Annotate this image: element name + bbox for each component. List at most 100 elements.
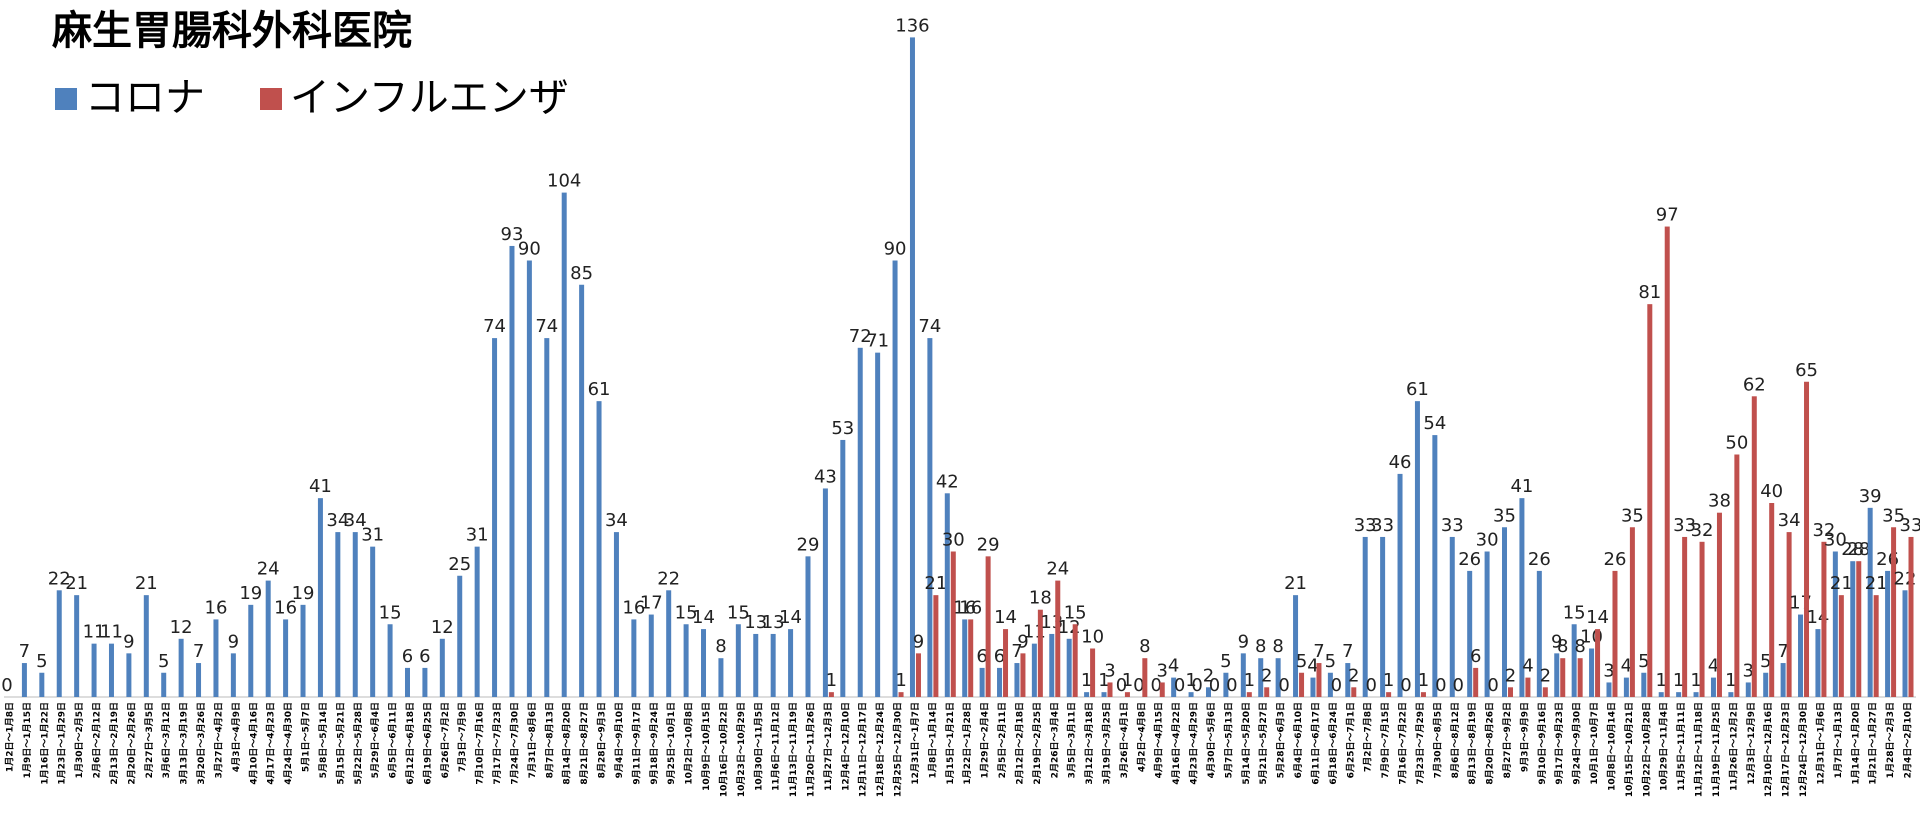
x-tick-label: 9月11日～9月17日 <box>631 702 642 785</box>
x-tick-label: 4月17日～4月23日 <box>266 702 277 785</box>
data-label: 85 <box>570 263 593 284</box>
x-tick-label: 10月30日～11月5日 <box>753 702 764 791</box>
bar <box>1710 677 1716 697</box>
bar <box>1467 570 1473 697</box>
data-label: 9 <box>123 631 134 652</box>
data-label: 28 <box>1847 539 1870 560</box>
data-label: 97 <box>1656 205 1679 226</box>
data-label: 2 <box>1348 665 1359 686</box>
data-label: 3 <box>1157 660 1168 681</box>
bar <box>526 260 532 697</box>
x-tick-label: 7月24日～7月30日 <box>509 702 520 785</box>
data-label: 0 <box>1487 675 1498 696</box>
bar <box>230 653 236 697</box>
bar <box>1432 435 1438 697</box>
data-label: 7 <box>1313 641 1324 662</box>
data-label: 15 <box>1563 602 1586 623</box>
bar <box>1107 682 1113 697</box>
data-label: 61 <box>588 379 611 400</box>
x-tick-label: 7月23日～7月29日 <box>1415 702 1426 785</box>
data-label: 12 <box>170 617 193 638</box>
bar <box>915 653 921 697</box>
data-label: 15 <box>379 602 402 623</box>
x-tick-label: 8月13日～8月19日 <box>1467 702 1478 785</box>
data-label: 26 <box>1604 549 1627 570</box>
data-label: 32 <box>1812 520 1835 541</box>
bar <box>1891 527 1897 697</box>
data-label: 62 <box>1743 374 1766 395</box>
bar <box>1647 304 1653 697</box>
x-tick-label: 2月13日～2月19日 <box>109 702 120 785</box>
x-tick-label: 8月6日～8月12日 <box>1450 702 1461 778</box>
data-label: 0 <box>1151 675 1162 696</box>
x-tick-label: 11月27日～12月3日 <box>823 702 834 791</box>
x-tick-label: 11月5日～11月11日 <box>1676 702 1687 791</box>
data-label: 14 <box>692 607 715 628</box>
data-label: 14 <box>994 607 1017 628</box>
data-label: 6 <box>976 646 987 667</box>
bar <box>753 633 759 697</box>
bar <box>1745 682 1751 697</box>
x-tick-label: 6月26日～7月2日 <box>440 702 451 778</box>
data-label: 9 <box>1238 631 1249 652</box>
x-tick-label: 4月24日～4月30日 <box>283 702 294 785</box>
x-tick-label: 2月4日～2月10日 <box>1903 702 1914 778</box>
data-label: 4 <box>1168 656 1179 677</box>
x-tick-label: 5月7日～5月13日 <box>1223 702 1234 778</box>
bar <box>1142 658 1148 697</box>
data-label: 22 <box>48 568 71 589</box>
bar <box>1101 692 1107 697</box>
data-label: 25 <box>448 554 471 575</box>
x-tick-label: 8月21日～8月27日 <box>579 702 590 785</box>
data-label: 15 <box>675 602 698 623</box>
bar <box>909 37 915 697</box>
x-tick-label: 10月29日～11月4日 <box>1659 702 1670 791</box>
data-label: 6 <box>419 646 430 667</box>
bar <box>1240 653 1246 697</box>
bar <box>1676 692 1682 697</box>
data-label: 26 <box>1458 549 1481 570</box>
bar <box>352 532 358 697</box>
x-tick-label: 11月13日～11月19日 <box>788 702 799 797</box>
bar <box>1716 512 1722 697</box>
legend-label: コロナ <box>85 75 205 121</box>
data-label: 30 <box>942 530 965 551</box>
data-label: 8 <box>1139 636 1150 657</box>
bar <box>1014 663 1020 697</box>
x-tick-label: 12月4日～12月10日 <box>840 702 851 791</box>
bar <box>1362 536 1368 697</box>
data-label: 15 <box>1064 602 1087 623</box>
bar <box>892 260 898 697</box>
data-label: 6 <box>1470 646 1481 667</box>
x-tick-label: 9月3日～9月9日 <box>1519 702 1530 772</box>
data-label: 8 <box>1574 636 1585 657</box>
data-label: 1 <box>895 670 906 691</box>
data-label: 16 <box>959 597 982 618</box>
x-tick-label: 4月16日～4月22日 <box>1171 702 1182 785</box>
data-label: 0 <box>1116 675 1127 696</box>
data-label: 14 <box>1586 607 1609 628</box>
x-tick-label: 7月31日～8月6日 <box>527 702 538 778</box>
bar <box>1519 498 1525 697</box>
data-label: 42 <box>936 471 959 492</box>
x-tick-label: 1月8日～1月14日 <box>927 702 938 778</box>
bar <box>1084 692 1090 697</box>
bar <box>950 551 956 697</box>
x-tick-label: 12月24日～12月30日 <box>1798 702 1809 797</box>
data-label: 15 <box>727 602 750 623</box>
data-label: 8 <box>1255 636 1266 657</box>
bar <box>1310 677 1316 697</box>
bar <box>1124 692 1130 697</box>
data-label: 34 <box>344 510 367 531</box>
bar <box>1484 551 1490 697</box>
bar <box>788 629 794 697</box>
x-tick-label: 1月23日～1月29日 <box>57 702 68 785</box>
x-tick-label: 2月27日～3月5日 <box>144 702 155 778</box>
bar <box>509 245 515 697</box>
x-tick-label: 10月8日～10月14日 <box>1606 702 1617 791</box>
bar <box>1508 687 1514 697</box>
bar <box>718 658 724 697</box>
data-label: 8 <box>1272 636 1283 657</box>
x-tick-label: 6月19日～6月25日 <box>422 702 433 785</box>
data-label: 61 <box>1406 379 1429 400</box>
